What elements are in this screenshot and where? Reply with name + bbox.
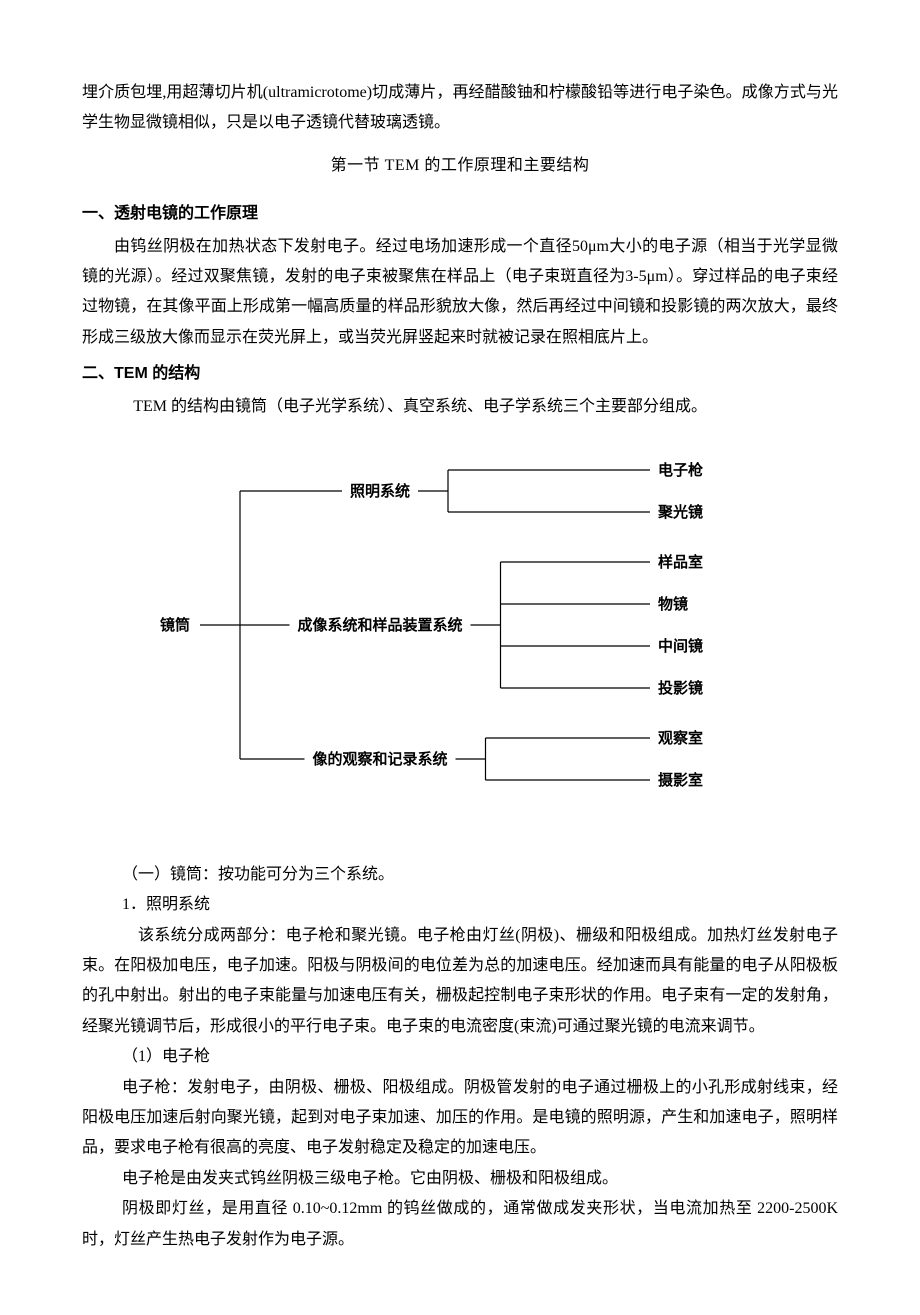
intro-paragraph: 埋介质包埋,用超薄切片机(ultramicrotome)切成薄片，再经醋酸铀和柠… (82, 78, 838, 139)
svg-text:投影镜: 投影镜 (658, 679, 703, 697)
heading-1: 一、透射电镜的工作原理 (82, 199, 838, 229)
paragraph-1: 由钨丝阴极在加热状态下发射电子。经过电场加速形成一个直径50μm大小的电子源（相… (82, 232, 838, 354)
svg-text:物镜: 物镜 (658, 595, 688, 613)
svg-text:聚光镜: 聚光镜 (657, 503, 703, 521)
svg-text:中间镜: 中间镜 (658, 637, 703, 655)
paragraph-2: TEM 的结构由镜筒（电子光学系统）、真空系统、电子学系统三个主要部分组成。 (82, 392, 838, 422)
svg-text:电子枪: 电子枪 (658, 461, 703, 479)
svg-text:照明系统: 照明系统 (350, 482, 410, 500)
paragraph-3: （一）镜筒：按功能可分为三个系统。 (82, 860, 838, 890)
paragraph-4: 1．照明系统 (82, 890, 838, 920)
tree-diagram-svg: 镜筒 照明系统 电子枪聚光镜成像系统和样品装置系统 样品室物镜中间镜投影镜像的观察和记… (110, 440, 810, 840)
paragraph-8: 电子枪是由发夹式钨丝阴极三级电子枪。它由阴极、栅极和阳极组成。 (82, 1164, 838, 1194)
paragraph-6: （1）电子枪 (82, 1042, 838, 1072)
svg-text:镜筒: 镜筒 (160, 616, 190, 634)
section-title: 第一节 TEM 的工作原理和主要结构 (82, 151, 838, 181)
tem-structure-diagram: 镜筒 照明系统 电子枪聚光镜成像系统和样品装置系统 样品室物镜中间镜投影镜像的观察和记… (82, 440, 838, 840)
svg-text:成像系统和样品装置系统: 成像系统和样品装置系统 (297, 616, 462, 634)
svg-text:摄影室: 摄影室 (658, 771, 703, 789)
svg-text:观察室: 观察室 (658, 729, 703, 747)
paragraph-9: 阴极即灯丝，是用直径 0.10~0.12mm 的钨丝做成的，通常做成发夹形状，当… (82, 1194, 838, 1255)
paragraph-7: 电子枪：发射电子，由阴极、栅极、阳极组成。阴极管发射的电子通过栅极上的小孔形成射… (82, 1073, 838, 1164)
svg-text:像的观察和记录系统: 像的观察和记录系统 (312, 750, 447, 768)
paragraph-5: 该系统分成两部分：电子枪和聚光镜。电子枪由灯丝(阴极)、栅级和阳极组成。加热灯丝… (82, 921, 838, 1043)
svg-text:样品室: 样品室 (658, 553, 703, 571)
heading-2: 二、TEM 的结构 (82, 359, 838, 389)
